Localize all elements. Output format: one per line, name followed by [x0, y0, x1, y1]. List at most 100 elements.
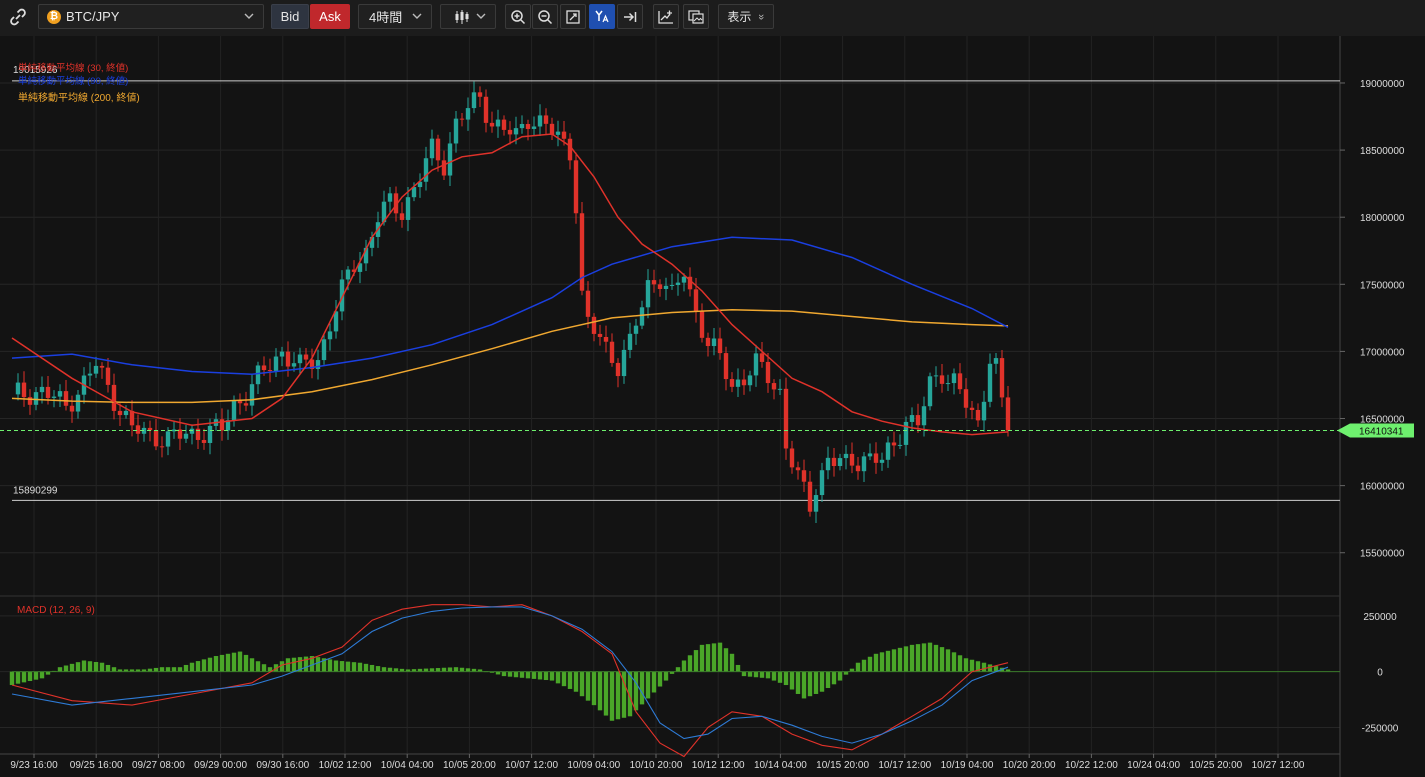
macd-histogram-bar	[369, 664, 375, 672]
macd-histogram-bar	[495, 671, 501, 675]
candle-body	[327, 331, 333, 340]
macd-histogram-bar	[9, 671, 15, 686]
candle-body	[57, 391, 63, 397]
ask-button[interactable]: Ask	[310, 4, 350, 29]
candle-body	[681, 276, 687, 283]
macd-histogram-bar	[909, 644, 915, 672]
fit-screen-button[interactable]	[560, 4, 586, 29]
candle-body	[51, 396, 57, 398]
macd-histogram-bar	[345, 661, 351, 672]
candle-body	[195, 428, 201, 440]
candle-body	[813, 495, 819, 512]
macd-histogram-bar	[651, 671, 657, 693]
macd-histogram-bar	[945, 649, 951, 672]
sma30-legend[interactable]: 単純移動平均線 (30, 終値)	[18, 62, 128, 74]
chart-area[interactable]: 19000000 18500000 18000000 17500000 17000000…	[0, 36, 1425, 777]
candle-body	[345, 269, 351, 280]
macd-histogram-bar	[63, 665, 69, 672]
zoom-in-icon	[511, 9, 526, 24]
macd-histogram-bar	[39, 671, 45, 679]
candle-body	[543, 115, 549, 124]
macd-histogram-bar	[387, 667, 393, 672]
time-tick-label: 10/27 12:00	[1252, 760, 1305, 771]
macd-legend[interactable]: MACD (12, 26, 9)	[17, 605, 95, 616]
macd-histogram-bar	[33, 671, 39, 680]
sma90-legend[interactable]: 単純移動平均線 (90, 終値)	[18, 75, 128, 87]
candle-body	[39, 386, 45, 393]
macd-histogram-bar	[933, 644, 939, 672]
candle-body	[405, 197, 411, 220]
y-axis-auto-button[interactable]	[589, 4, 615, 29]
candle-body	[489, 122, 495, 127]
candle-body	[45, 386, 51, 398]
candle-body	[975, 409, 981, 421]
macd-histogram-bar	[609, 671, 615, 721]
macd-histogram-bar	[333, 660, 339, 672]
sma200-legend[interactable]: 単純移動平均線 (200, 終値)	[18, 91, 140, 104]
macd-histogram-bar	[849, 668, 855, 672]
macd-histogram-bar	[981, 662, 987, 672]
candle-body	[879, 459, 885, 463]
zoom-in-button[interactable]	[505, 4, 531, 29]
macd-histogram-bar	[843, 671, 849, 675]
candle-body	[267, 370, 273, 372]
macd-histogram-bar	[939, 647, 945, 672]
macd-histogram-bar	[447, 667, 453, 672]
candle-body	[171, 429, 177, 432]
price-axis[interactable]: 19000000 18500000 18000000 17500000 17000000…	[1340, 79, 1405, 560]
scroll-latest-button[interactable]	[617, 4, 643, 29]
macd-histogram-bar	[75, 662, 81, 672]
candle-body	[585, 290, 591, 317]
time-tick-label: 09/30 16:00	[256, 760, 309, 771]
sma90-line	[11, 236, 1009, 375]
time-tick-label: 10/17 12:00	[878, 760, 931, 771]
zoom-out-button[interactable]	[532, 4, 558, 29]
screenshot-button[interactable]	[683, 4, 709, 29]
image-icon	[688, 9, 704, 24]
macd-histogram-bar	[501, 671, 507, 677]
macd-histogram-bar	[699, 644, 705, 672]
candle-body	[357, 263, 363, 272]
add-indicator-button[interactable]	[653, 4, 679, 29]
candle-body	[435, 138, 441, 161]
macd-tick-label: -250000	[1362, 723, 1399, 734]
indicator-add-icon	[658, 10, 673, 24]
macd-histogram-bar	[291, 657, 297, 672]
timeframe-label: 4時間	[369, 10, 403, 25]
macd-histogram-bar	[855, 662, 861, 672]
macd-histogram-bar	[309, 656, 315, 672]
candle-body	[573, 160, 579, 214]
timeframe-selector[interactable]: 4時間	[358, 4, 432, 29]
macd-histogram-bar	[741, 671, 747, 677]
macd-histogram-bar	[261, 664, 267, 672]
candle-body	[711, 338, 717, 347]
macd-histogram-bar	[477, 669, 483, 672]
candle-body	[393, 193, 399, 214]
candle-body	[555, 131, 561, 135]
price-tick-label: 15500000	[1360, 549, 1405, 560]
macd-histogram-bar	[735, 664, 741, 672]
candle-body	[333, 311, 339, 332]
link-icon[interactable]	[8, 7, 28, 32]
candle-body	[807, 481, 813, 512]
candle-body	[231, 401, 237, 421]
chart-type-selector[interactable]	[440, 4, 496, 29]
time-tick-label: 10/02 12:00	[319, 760, 372, 771]
bid-button[interactable]: Bid	[271, 4, 309, 29]
candle-body	[417, 181, 423, 188]
symbol-selector[interactable]: ₿ BTC/JPY	[38, 4, 264, 29]
macd-axis[interactable]: 250000 0 -250000	[1362, 612, 1399, 735]
time-tick-label: 09/29 00:00	[194, 760, 247, 771]
candle-body	[309, 359, 315, 369]
macd-histogram-bar	[189, 662, 195, 672]
macd-histogram-bar	[297, 657, 303, 672]
candle-body	[219, 419, 225, 431]
upper-line-label: 19015926	[13, 65, 58, 76]
macd-histogram-bar	[747, 671, 753, 677]
candle-body	[561, 131, 567, 139]
macd-histogram-bar	[705, 644, 711, 672]
macd-histogram-bar	[801, 671, 807, 699]
time-axis[interactable]: 9/23 16:00 09/25 16:00 09/27 08:00 09/29 00…	[10, 754, 1305, 771]
display-menu-button[interactable]: 表示 »	[718, 4, 774, 29]
time-tick-label: 10/05 20:00	[443, 760, 496, 771]
